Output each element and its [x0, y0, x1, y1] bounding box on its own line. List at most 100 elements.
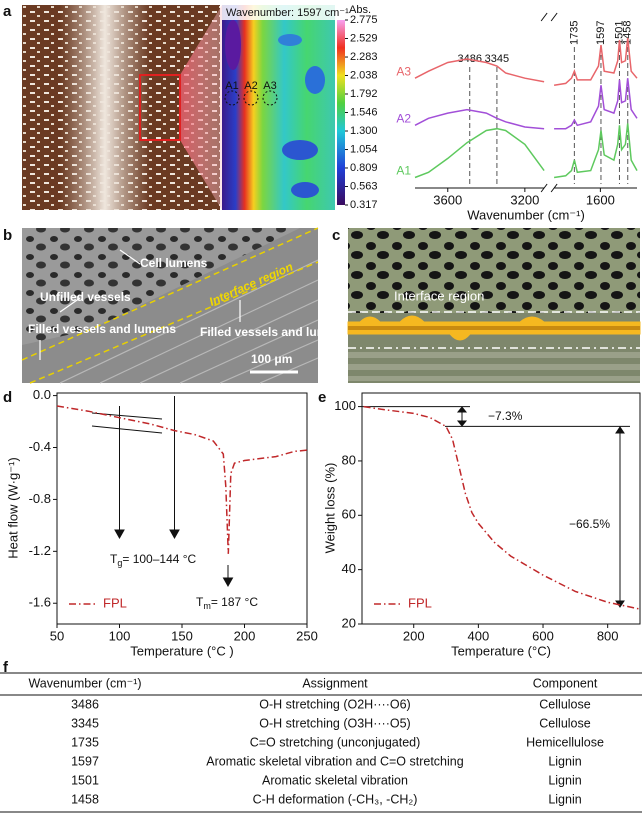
sample-point — [224, 90, 240, 106]
legend-label: A1 — [396, 164, 411, 178]
x-tick-label: 600 — [532, 628, 554, 643]
colorbar-tick-label: 1.792 — [350, 88, 378, 100]
panel-label: e — [318, 389, 326, 406]
band-label: 3345 — [485, 53, 509, 65]
table-cell: Aromatic skeletal vibration and C=O stre… — [206, 754, 463, 768]
table-cell: 1735 — [71, 735, 99, 749]
x-axis-label: Temperature (°C ) — [130, 643, 233, 658]
y-tick-label: 100 — [334, 398, 356, 413]
interface-line — [21, 227, 319, 361]
zoom-wedge — [180, 5, 222, 210]
band-label: 1501 — [613, 21, 625, 45]
resin-core — [348, 326, 640, 330]
series-line — [56, 405, 308, 554]
map-label: Wavenumber: 1597 cm⁻¹ — [226, 7, 349, 19]
x-tick-label: 800 — [597, 628, 619, 643]
x-tick-label: 3200 — [510, 192, 539, 207]
map-label-bg — [222, 5, 335, 20]
colorbar-title: Abs. — [349, 4, 371, 16]
sem-label: Filled vessels and lumens — [28, 322, 176, 336]
legend-label: FPL — [103, 595, 127, 610]
table-cell: 1597 — [71, 754, 99, 768]
x-tick-label: 250 — [296, 628, 318, 643]
band-label: 1735 — [568, 21, 580, 45]
table-cell: Aromatic skeletal vibration — [262, 773, 408, 787]
table-cell: C=O stretching (unconjugated) — [250, 735, 421, 749]
y-tick-label: -0.8 — [29, 491, 51, 506]
x-tick-label: 50 — [50, 628, 64, 643]
y-tick-label: -0.4 — [29, 439, 51, 454]
legend-label: A2 — [396, 111, 411, 125]
sample-point — [243, 90, 259, 106]
sem-label: Filled vessels and lumens — [200, 325, 348, 339]
axis-break — [540, 12, 548, 22]
table-cell: O-H stretching (O3H····O5) — [259, 716, 410, 730]
colorbar-tick-label: 1.546 — [350, 106, 378, 118]
table-cell: Cellulose — [539, 697, 590, 711]
y-tick-label: 60 — [342, 507, 356, 522]
table-header: Component — [533, 676, 598, 690]
colorbar-tick-label: 2.283 — [350, 51, 378, 63]
colorbar-tick-label: 2.775 — [350, 14, 378, 26]
map-blob — [291, 182, 319, 198]
annotation: −7.3% — [488, 409, 523, 423]
plot-frame — [56, 392, 308, 625]
sample-point-label: A2 — [244, 80, 257, 92]
series-line — [414, 58, 545, 83]
map-blob — [225, 20, 241, 70]
legend-label: A3 — [396, 64, 411, 78]
y-tick-label: -1.2 — [29, 543, 51, 558]
map-blob — [305, 66, 325, 94]
table-cell: O-H stretching (O2H····O6) — [259, 697, 410, 711]
colorbar-tick-label: 0.809 — [350, 162, 378, 174]
y-tick-label: 20 — [342, 615, 356, 630]
annotation-arrows — [114, 396, 234, 588]
table-cell: 3486 — [71, 697, 99, 711]
sem-arrows — [39, 249, 241, 360]
x-axis-label: Temperature (°C) — [451, 643, 551, 658]
table-cell: Cellulose — [539, 716, 590, 730]
x-axis-label: Wavenumber (cm⁻¹) — [467, 207, 585, 222]
series-line — [553, 38, 638, 86]
axis-break — [550, 183, 558, 193]
panel-label: a — [3, 3, 12, 20]
table-cell: Hemicellulose — [526, 735, 604, 749]
wood-photo-band — [60, 5, 150, 210]
series-line — [554, 78, 638, 130]
axis-break — [550, 12, 558, 22]
x-tick-label: 400 — [468, 628, 490, 643]
panel-label: d — [3, 389, 12, 406]
colorbar-tick-label: 0.317 — [350, 199, 378, 211]
table-rules — [0, 672, 642, 813]
x-tick-label: 100 — [109, 628, 131, 643]
series-line — [414, 127, 545, 179]
scheme-fibers — [348, 348, 640, 383]
map-blob — [282, 140, 318, 160]
series-line — [553, 123, 638, 179]
tangent-lines — [91, 412, 163, 434]
sem-pores — [22, 228, 300, 345]
scheme-label: Interface region — [394, 288, 484, 303]
table-cell: 1458 — [71, 792, 99, 806]
x-tick-label: 3600 — [433, 192, 462, 207]
y-tick-label: 40 — [342, 561, 356, 576]
panel-label: f — [3, 659, 9, 676]
sem-striations — [59, 259, 319, 384]
sem-label: Cell lumens — [140, 256, 208, 270]
annotation: Tg= 100–144 °C — [110, 552, 197, 568]
sem-label: Unfilled vessels — [40, 290, 131, 304]
colorbar-tick-label: 1.054 — [350, 143, 378, 155]
colorbar-tick-label: 0.563 — [350, 180, 378, 192]
band-label: 1597 — [595, 21, 607, 45]
colorbar-tick-label: 2.038 — [350, 69, 378, 81]
x-tick-label: 200 — [403, 628, 425, 643]
x-tick-label: 1600 — [586, 192, 615, 207]
sample-point-label: A3 — [263, 80, 276, 92]
table-cell: Lignin — [548, 792, 581, 806]
y-tick-label: 80 — [342, 452, 356, 467]
series-line — [363, 405, 641, 610]
axis-break — [540, 183, 548, 193]
x-tick-label: 200 — [234, 628, 256, 643]
plot-frame — [361, 392, 641, 625]
